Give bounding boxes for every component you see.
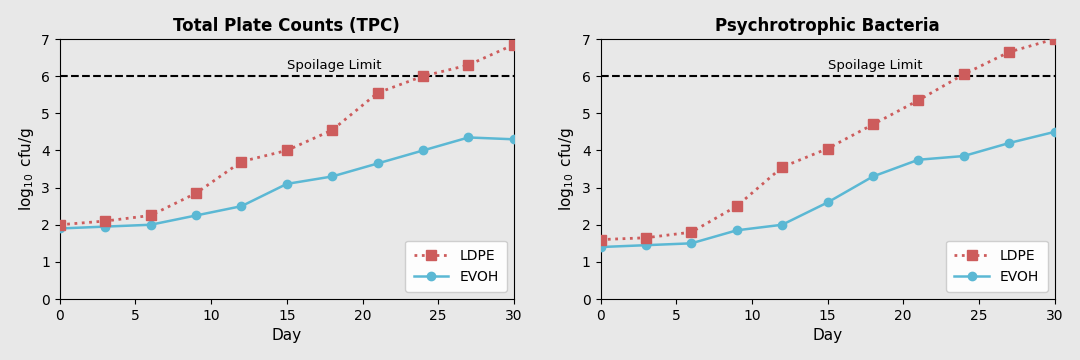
- LDPE: [639, 235, 652, 240]
- LDPE: [821, 147, 834, 151]
- EVOH: [462, 135, 475, 140]
- LDPE: [235, 159, 248, 164]
- EVOH: [866, 174, 879, 179]
- Title: Psychrotrophic Bacteria: Psychrotrophic Bacteria: [715, 17, 940, 35]
- LDPE: [594, 238, 607, 242]
- LDPE: [1048, 37, 1061, 41]
- LDPE: [417, 74, 430, 78]
- EVOH: [730, 228, 743, 233]
- EVOH: [639, 243, 652, 247]
- LDPE: [98, 219, 111, 223]
- Text: Spoilage Limit: Spoilage Limit: [287, 59, 381, 72]
- LDPE: [775, 165, 788, 169]
- EVOH: [417, 148, 430, 153]
- Line: LDPE: LDPE: [55, 40, 518, 230]
- EVOH: [775, 222, 788, 227]
- Legend: LDPE, EVOH: LDPE, EVOH: [946, 240, 1048, 292]
- Title: Total Plate Counts (TPC): Total Plate Counts (TPC): [174, 17, 401, 35]
- EVOH: [144, 222, 157, 227]
- LDPE: [866, 122, 879, 127]
- LDPE: [144, 213, 157, 218]
- EVOH: [326, 174, 339, 179]
- LDPE: [53, 222, 66, 227]
- EVOH: [98, 224, 111, 229]
- EVOH: [281, 182, 294, 186]
- LDPE: [508, 42, 521, 47]
- LDPE: [1002, 50, 1015, 54]
- Y-axis label: $\log_{10}$ cfu/g: $\log_{10}$ cfu/g: [557, 127, 577, 211]
- EVOH: [372, 161, 384, 166]
- LDPE: [372, 91, 384, 95]
- Line: EVOH: EVOH: [596, 128, 1058, 251]
- LDPE: [326, 128, 339, 132]
- LDPE: [730, 204, 743, 208]
- EVOH: [685, 241, 698, 246]
- LDPE: [281, 148, 294, 153]
- Line: EVOH: EVOH: [56, 133, 518, 233]
- EVOH: [594, 245, 607, 249]
- EVOH: [1002, 141, 1015, 145]
- X-axis label: Day: Day: [272, 328, 302, 343]
- EVOH: [1048, 130, 1061, 134]
- EVOH: [190, 213, 203, 218]
- EVOH: [957, 154, 970, 158]
- Y-axis label: $\log_{10}$ cfu/g: $\log_{10}$ cfu/g: [16, 127, 36, 211]
- LDPE: [912, 98, 924, 103]
- Line: LDPE: LDPE: [596, 34, 1059, 244]
- Legend: LDPE, EVOH: LDPE, EVOH: [405, 240, 507, 292]
- LDPE: [957, 72, 970, 76]
- LDPE: [190, 191, 203, 195]
- EVOH: [508, 137, 521, 141]
- X-axis label: Day: Day: [812, 328, 842, 343]
- EVOH: [821, 200, 834, 204]
- EVOH: [912, 158, 924, 162]
- EVOH: [235, 204, 248, 208]
- LDPE: [685, 230, 698, 234]
- EVOH: [53, 226, 66, 231]
- LDPE: [462, 63, 475, 67]
- Text: Spoilage Limit: Spoilage Limit: [827, 59, 922, 72]
